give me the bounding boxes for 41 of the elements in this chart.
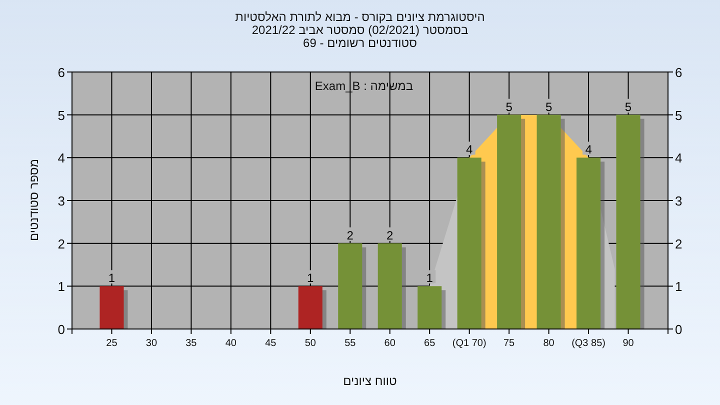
x-tick-label: 40 <box>225 338 237 349</box>
chart-title: היסטוגרמת ציונים בקורס - מבוא לתורת האלסטיות בסמסטר (02/2021) סמסטר אביב 2021/22 סטודנטים רשומים - 69 <box>235 10 485 50</box>
data-label: 5 <box>506 100 513 114</box>
x-axis-title: טווח ציונים <box>343 374 398 388</box>
x-tick-label: 75 <box>504 338 516 349</box>
x-tick-label: (Q1 70) <box>452 338 486 349</box>
data-label: 1 <box>307 271 314 286</box>
y2-tick-label: 3 <box>675 194 682 208</box>
data-label: 5 <box>545 100 552 114</box>
x-tick-label: 50 <box>304 338 316 349</box>
y2-tick-label: 6 <box>675 65 682 80</box>
y2-tick-label: 2 <box>675 236 682 252</box>
y2-tick-label: 5 <box>675 108 682 123</box>
y2-tick-label: 4 <box>675 150 682 166</box>
y2-tick-label: 0 <box>675 322 682 337</box>
y-axis-title: מספר סטודנטים <box>27 158 41 242</box>
y-tick-label: 1 <box>58 279 65 294</box>
y-tick-label: 2 <box>58 236 65 252</box>
y-tick-label: 5 <box>58 108 65 123</box>
x-tick-label: 80 <box>543 338 555 349</box>
data-label: 2 <box>386 228 394 242</box>
x-tick-label: 55 <box>344 338 356 349</box>
x-tick-label: 65 <box>424 338 436 349</box>
x-tick-label: 30 <box>146 338 158 349</box>
y-tick-label: 0 <box>58 322 65 337</box>
y2-tick-label: 1 <box>675 279 682 294</box>
data-label: 1 <box>108 271 116 286</box>
x-tick-label: 90 <box>622 338 634 349</box>
data-label: 5 <box>624 100 632 114</box>
data-label: 4 <box>585 142 592 157</box>
x-tick-label: 25 <box>106 338 118 349</box>
y-tick-label: 3 <box>58 194 65 208</box>
data-label: 1 <box>426 271 434 286</box>
x-tick-label: 60 <box>384 338 396 349</box>
data-label: 2 <box>346 228 354 242</box>
data-label: 4 <box>466 142 473 157</box>
y-tick-label: 6 <box>58 65 65 80</box>
x-tick-label: (Q3 85) <box>572 338 606 349</box>
x-tick-label: 45 <box>265 338 277 349</box>
y-tick-label: 4 <box>58 150 65 166</box>
x-tick-label: 35 <box>186 338 198 349</box>
